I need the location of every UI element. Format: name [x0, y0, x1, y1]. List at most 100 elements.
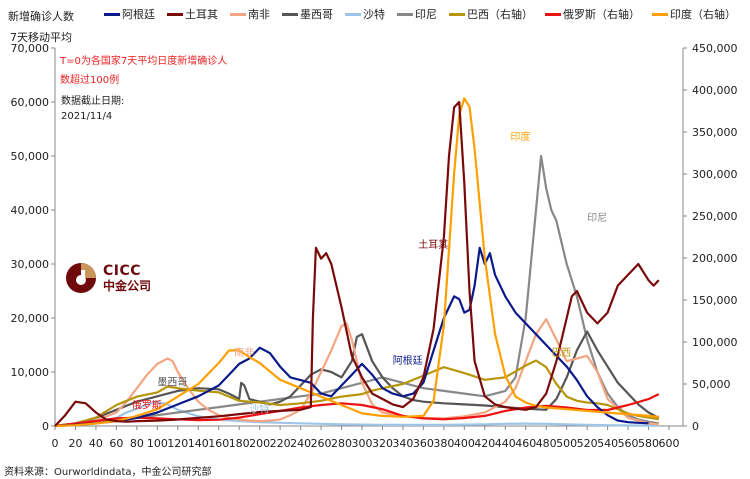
x-tick-label: 360 [413, 437, 434, 450]
legend-label: 土耳其 [185, 8, 218, 21]
y-right-tick-label: 300,000 [692, 168, 738, 181]
legend-swatch [104, 12, 120, 16]
cicc-logo: CICC 中金公司 [65, 262, 151, 294]
series-line-4 [54, 400, 659, 428]
y-right-tick-label: 450,000 [692, 42, 738, 55]
x-tick-label: 240 [290, 437, 311, 450]
series-label: 印尼 [587, 212, 607, 224]
legend-item-argentina: 阿根廷 [104, 6, 155, 22]
y-left-tick-label: 60,000 [11, 96, 50, 109]
date-value: 2021/11/4 [61, 111, 113, 122]
series-label: 土耳其 [418, 238, 448, 251]
axes: 0 10,000 20,000 30,000 40,000 50,000 60,000 70,… [11, 42, 738, 450]
legend-item-south-africa: 南非 [230, 6, 270, 22]
legend-swatch [545, 12, 561, 16]
legend: 阿根廷 土耳其 南非 墨西哥 沙特 印尼 巴西（右轴） 俄罗斯（右轴） 印度（右… [104, 6, 748, 22]
series-label: 巴西 [551, 347, 571, 359]
cicc-logo-mark [66, 263, 96, 293]
series-lines [54, 97, 660, 428]
x-tick-label: 500 [556, 437, 577, 450]
legend-swatch [282, 12, 298, 16]
x-tick-label: 60 [109, 437, 123, 450]
legend-swatch [230, 12, 246, 16]
x-tick-label: 560 [618, 437, 639, 450]
x-tick-label: 460 [515, 437, 536, 450]
y-left-tick-label: 10,000 [11, 366, 50, 379]
x-tick-label: 580 [638, 437, 659, 450]
legend-label: 印尼 [415, 8, 437, 21]
logo-text-en: CICC [103, 263, 142, 279]
x-tick-label: 0 [52, 437, 59, 450]
logo-text-cn: 中金公司 [103, 279, 152, 293]
x-tick-label: 380 [433, 437, 454, 450]
legend-label: 沙特 [363, 8, 385, 21]
x-tick-label: 480 [536, 437, 557, 450]
y-right-tick-label: 100,000 [692, 336, 738, 349]
legend-swatch [449, 12, 465, 16]
legend-swatch [397, 12, 413, 16]
t0-note-line2: 数超过100例 [60, 75, 120, 86]
x-tick-label: 80 [130, 437, 144, 450]
legend-item-indonesia: 印尼 [397, 6, 437, 22]
y-left-tick-label: 70,000 [11, 42, 50, 55]
series-label: 印度 [510, 130, 530, 143]
x-tick-label: 540 [597, 437, 618, 450]
t0-note-line1: T=0为各国家7天平均日度新增确诊人 [60, 56, 228, 67]
x-tick-label: 40 [89, 437, 103, 450]
y-right-tick-label: 200,000 [692, 252, 738, 265]
series-label: 南非 [234, 346, 254, 359]
x-tick-label: 120 [167, 437, 188, 450]
series-line-5 [54, 154, 659, 428]
y-right-tick-label: 0 [692, 420, 699, 433]
legend-item-brazil: 巴西（右轴） [449, 6, 533, 22]
legend-item-mexico: 墨西哥 [282, 6, 333, 22]
legend-label: 墨西哥 [300, 8, 333, 21]
x-tick-label: 260 [311, 437, 332, 450]
legend-swatch [167, 12, 183, 16]
legend-label: 巴西（右轴） [467, 8, 533, 21]
y-axis-title: 新增确诊人数 [8, 10, 74, 23]
legend-swatch [345, 12, 361, 16]
x-tick-label: 140 [188, 437, 209, 450]
x-tick-label: 440 [495, 437, 516, 450]
legend-label: 俄罗斯（右轴） [563, 8, 640, 21]
x-tick-label: 200 [249, 437, 270, 450]
x-tick-label: 20 [68, 437, 82, 450]
series-label: 墨西哥 [157, 377, 187, 389]
y-right-tick-label: 150,000 [692, 294, 738, 307]
series-line-0 [54, 246, 649, 428]
date-label: 数据截止日期: [61, 96, 125, 107]
y-right-tick-label: 350,000 [692, 126, 738, 139]
series-label: 沙特 [249, 404, 269, 416]
series-label: 俄罗斯 [132, 399, 162, 412]
legend-label: 阿根廷 [122, 8, 155, 21]
source-note: 资料来源：Ourworldindata，中金公司研究部 [4, 467, 212, 478]
legend-label: 南非 [248, 8, 270, 21]
legend-item-turkey: 土耳其 [167, 6, 218, 22]
y-left-tick-label: 30,000 [11, 258, 50, 271]
legend-item-saudi: 沙特 [345, 6, 385, 22]
x-tick-label: 420 [474, 437, 495, 450]
x-tick-label: 340 [392, 437, 413, 450]
x-tick-label: 100 [147, 437, 168, 450]
y-right-tick-label: 50,000 [692, 378, 731, 391]
legend-item-india: 印度（右轴） [652, 6, 736, 22]
legend-item-russia: 俄罗斯（右轴） [545, 6, 640, 22]
x-tick-label: 600 [659, 437, 680, 450]
y-left-tick-label: 40,000 [11, 204, 50, 217]
x-tick-label: 180 [229, 437, 250, 450]
y-left-tick-label: 50,000 [11, 150, 50, 163]
series-line-1 [54, 100, 660, 427]
y-left-tick-label: 0 [42, 420, 49, 433]
y-right-tick-label: 250,000 [692, 210, 738, 223]
series-line-6 [54, 359, 659, 428]
x-tick-label: 520 [577, 437, 598, 450]
y-axis-subtitle: 7天移动平均 [10, 31, 72, 44]
series-line-2 [54, 318, 659, 428]
series-line-3 [54, 330, 660, 428]
x-tick-label: 400 [454, 437, 475, 450]
series-line-7 [54, 393, 660, 428]
